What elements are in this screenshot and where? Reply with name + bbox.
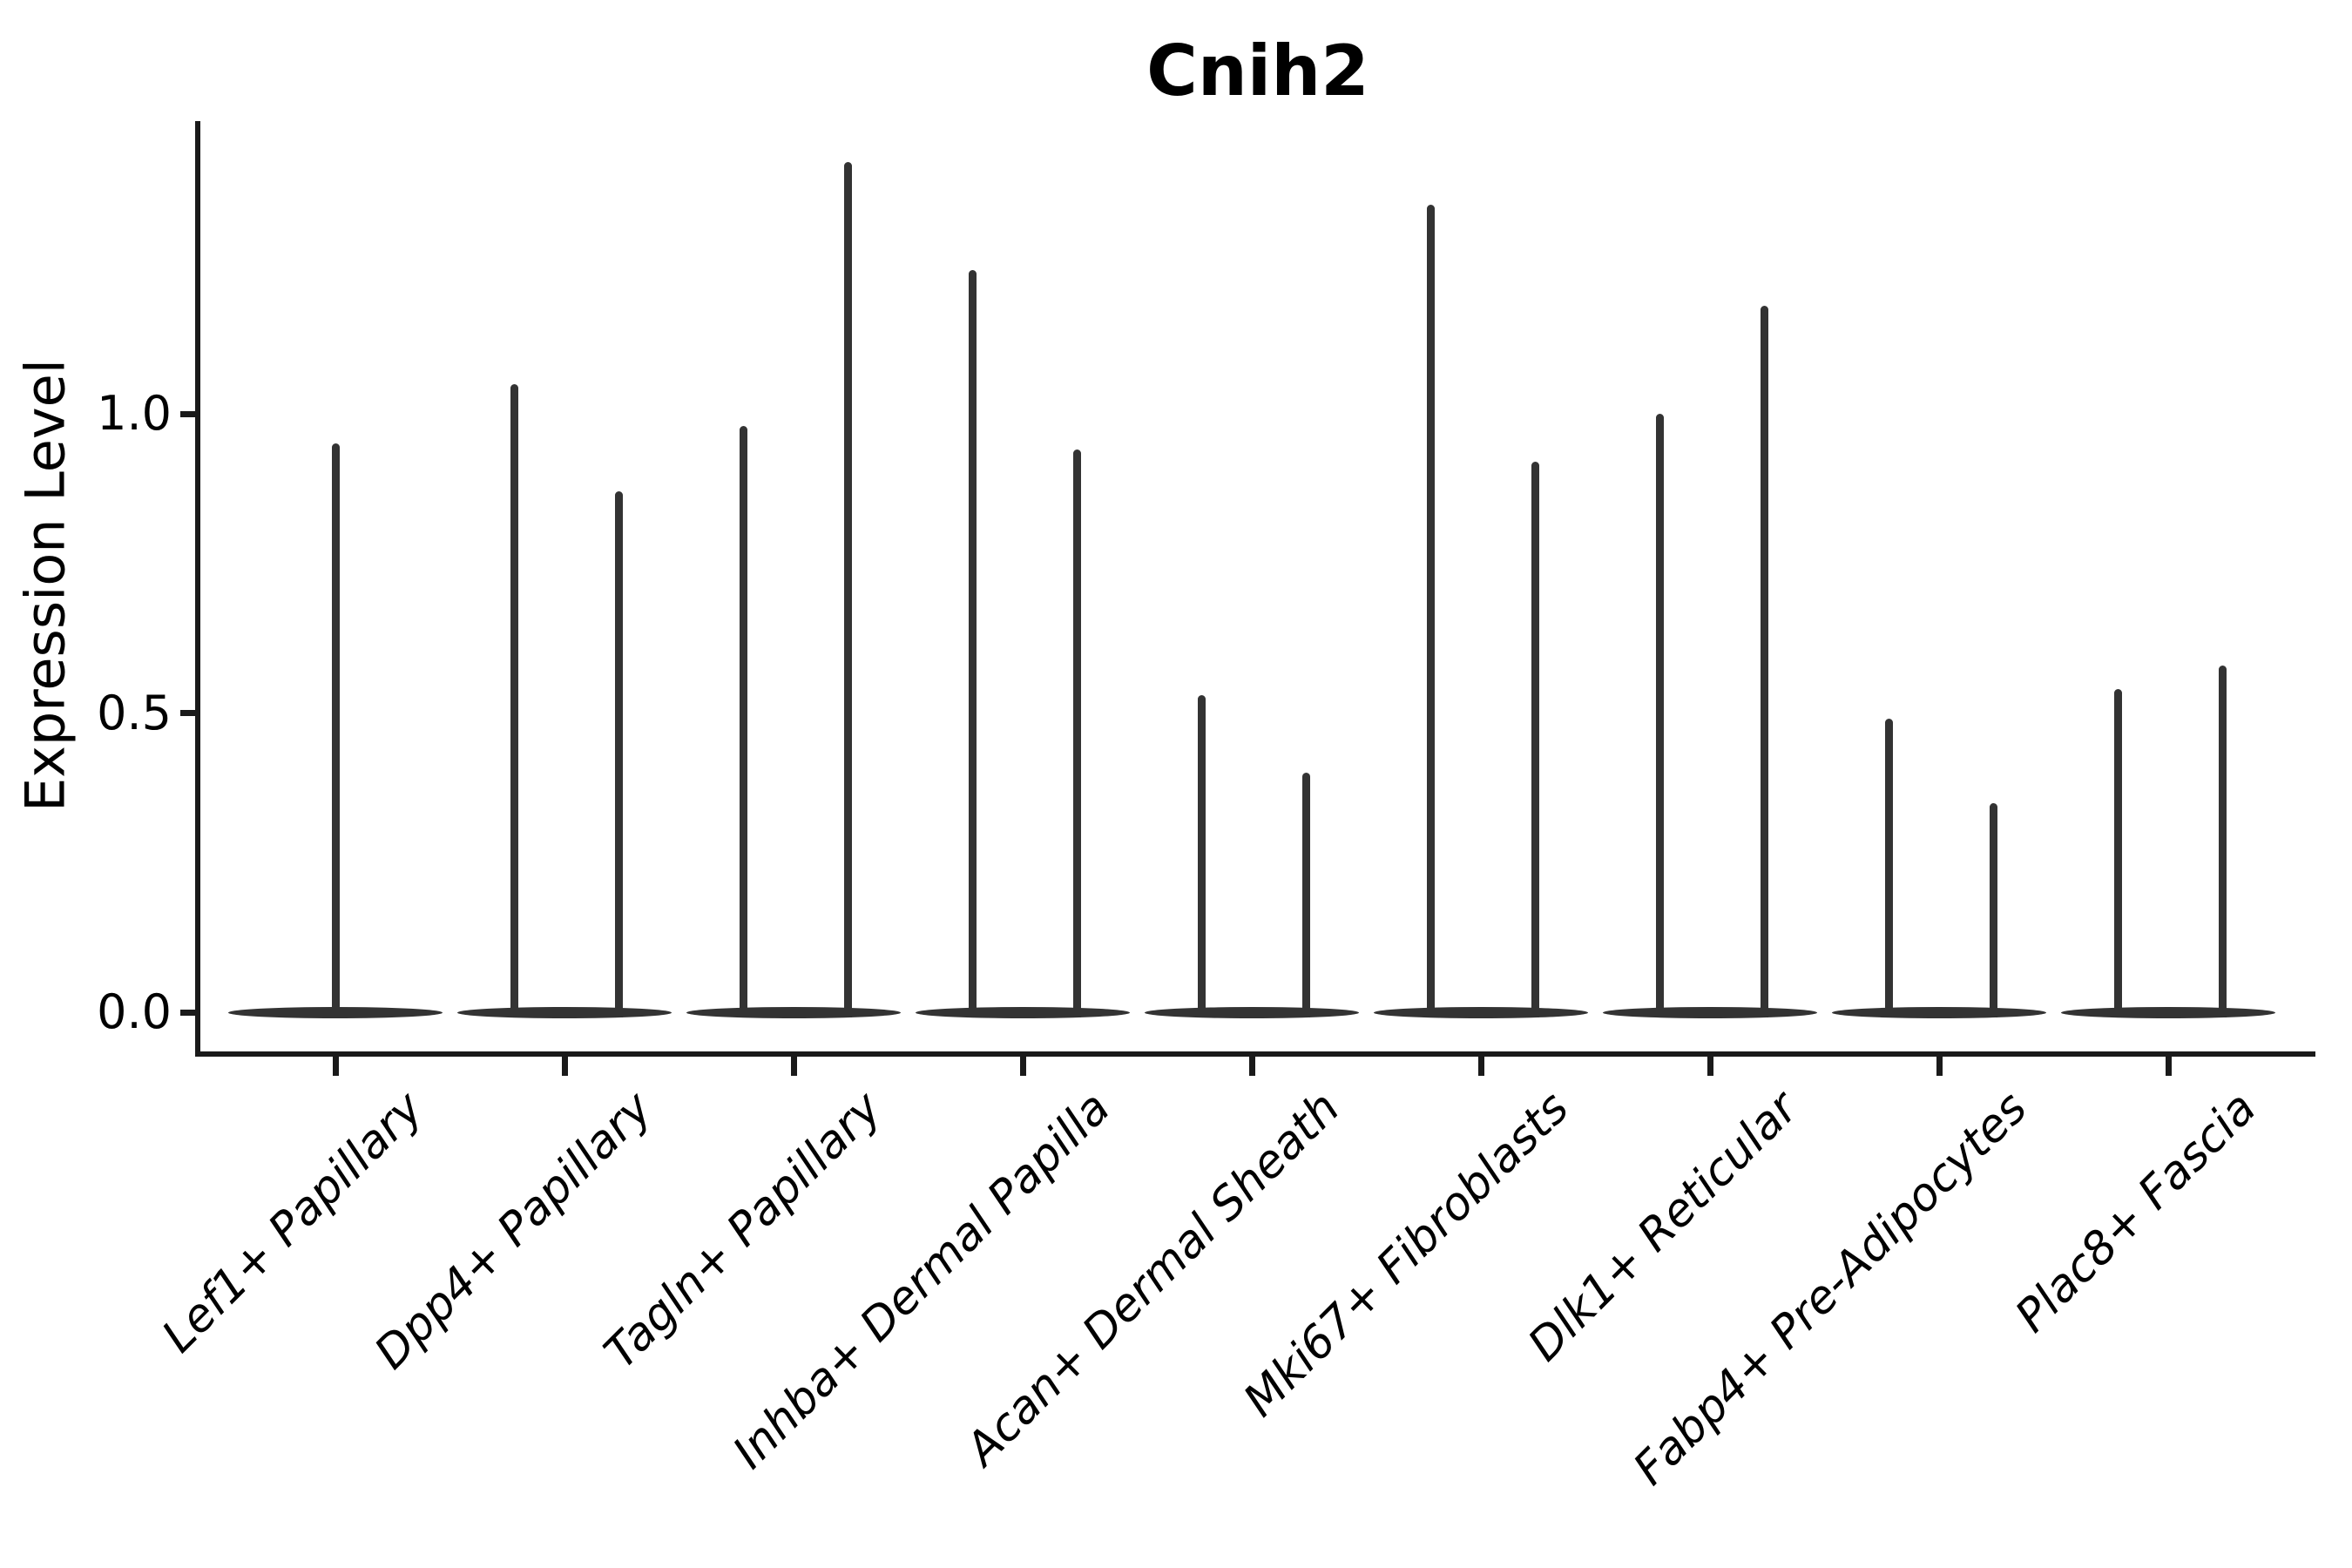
chart-title: Cnih2: [1146, 30, 1369, 112]
x-tick: [1477, 1057, 1484, 1076]
violin-spike: [1760, 306, 1768, 1017]
y-tick: [180, 410, 195, 417]
x-tick-label: Plac8+ Fascia: [2005, 1082, 2267, 1343]
violin-spike: [614, 491, 623, 1017]
violin-base: [1374, 1006, 1588, 1018]
y-tick-label: 0.5: [97, 685, 172, 740]
x-tick: [2165, 1057, 2172, 1076]
x-tick: [1248, 1057, 1255, 1076]
violin-spike: [2113, 689, 2122, 1017]
x-tick-label: Fabp4+ Pre-Adipocytes: [1623, 1082, 2038, 1496]
y-tick-label: 1.0: [97, 386, 172, 441]
violin-spike: [1301, 773, 1310, 1017]
violin-base: [916, 1006, 1130, 1018]
x-tick: [790, 1057, 797, 1076]
x-axis-spine: [195, 1051, 2315, 1057]
y-axis-spine: [195, 121, 200, 1057]
x-tick: [561, 1057, 568, 1076]
violin-spike: [1426, 204, 1435, 1017]
violin-spike: [2218, 665, 2227, 1017]
x-tick-label: Inhba+ Dermal Papilla: [723, 1082, 1121, 1479]
violin-base: [1603, 1006, 1817, 1018]
x-tick: [1936, 1057, 1943, 1076]
violin-spike: [1072, 449, 1081, 1017]
violin-base: [1832, 1006, 2046, 1018]
violin-spike: [843, 162, 852, 1017]
violin-base: [2061, 1006, 2275, 1018]
violin-base: [686, 1006, 901, 1018]
violin-spike: [1531, 461, 1539, 1017]
violin-base: [1145, 1006, 1359, 1018]
violin-base: [457, 1006, 672, 1018]
violin-spike: [739, 425, 747, 1017]
x-tick: [1707, 1057, 1713, 1076]
y-tick-label: 0.0: [97, 984, 172, 1039]
x-tick: [1019, 1057, 1026, 1076]
y-tick: [180, 1009, 195, 1016]
violin-spike: [510, 383, 518, 1017]
x-tick: [332, 1057, 339, 1076]
violin-spike: [1884, 719, 1893, 1017]
x-tick-label: Acan+ Dermal Sheath: [956, 1082, 1350, 1476]
y-tick: [180, 710, 195, 716]
violin-spike: [331, 443, 340, 1017]
violin-spike: [1197, 694, 1206, 1017]
violin-spike: [1655, 414, 1664, 1017]
violin-spike: [1989, 802, 1997, 1017]
violin-spike: [968, 270, 977, 1017]
